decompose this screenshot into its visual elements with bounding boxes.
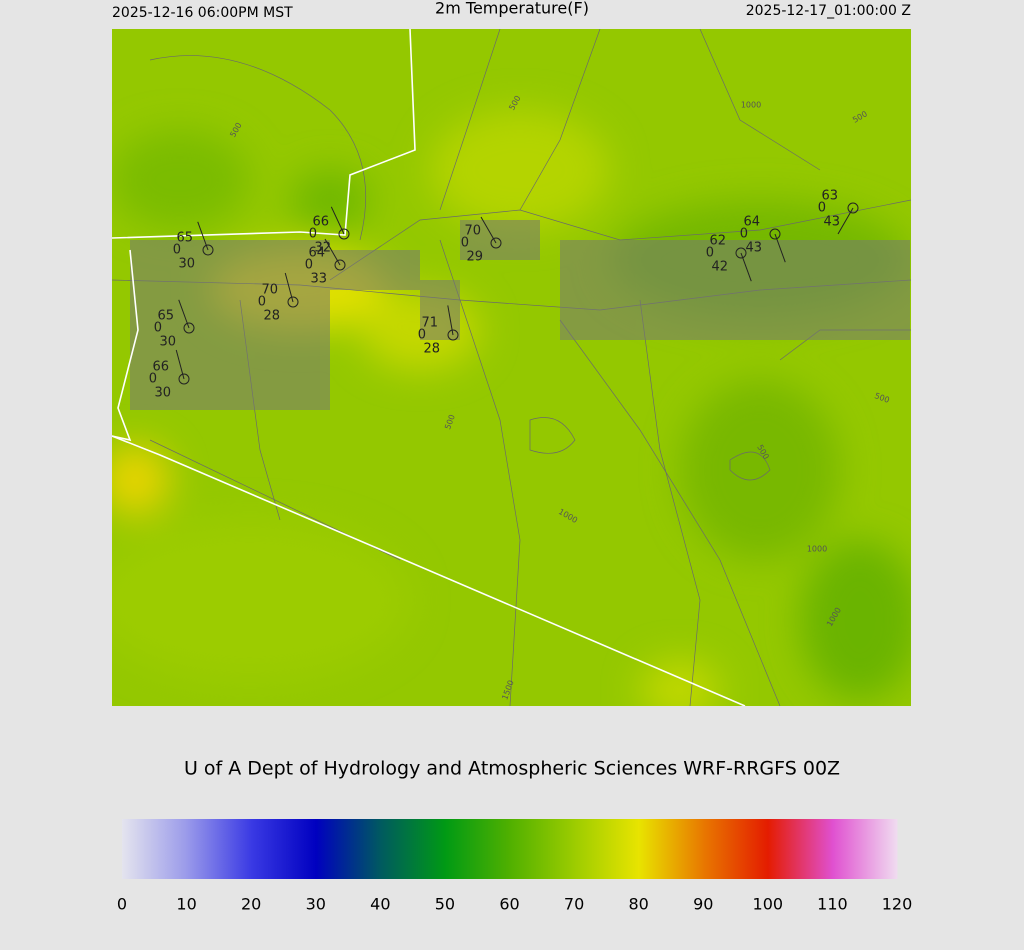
wind-barb <box>197 221 209 251</box>
station-dewpoint: 32 <box>314 241 331 256</box>
colorbar-tick-label: 70 <box>564 895 584 914</box>
colorbar-tick-label: 90 <box>693 895 713 914</box>
station-circle <box>334 259 346 271</box>
station-circle <box>735 247 747 259</box>
station-precip: 0 <box>818 201 826 216</box>
station-dewpoint: 33 <box>310 272 327 287</box>
station-temperature: 71 <box>421 316 438 331</box>
station-dewpoint: 28 <box>263 309 280 324</box>
station-precip: 0 <box>740 227 748 242</box>
colorbar-segment <box>186 819 252 879</box>
map-title: 2m Temperature(F) <box>435 0 589 18</box>
colorbar-segment <box>832 819 898 879</box>
wind-barb <box>447 305 454 336</box>
station-temperature: 65 <box>176 231 193 246</box>
station-circle <box>287 296 299 308</box>
station-circle <box>178 373 190 385</box>
station-temperature: 63 <box>821 189 838 204</box>
credit: U of A Dept of Hydrology and Atmospheric… <box>184 758 840 780</box>
colorbar-tick-label: 30 <box>306 895 326 914</box>
colorbar-tick-label: 40 <box>370 895 390 914</box>
wind-barb <box>837 207 854 235</box>
urban-grid <box>130 220 910 410</box>
station-precip: 0 <box>258 295 266 310</box>
wind-barb <box>284 272 294 303</box>
station-dewpoint: 30 <box>159 335 176 350</box>
colorbar-segment <box>767 819 833 879</box>
colorbar-segment <box>251 819 317 879</box>
wind-barb <box>774 233 786 263</box>
station-temperature: 65 <box>157 309 174 324</box>
station-dewpoint: 43 <box>745 241 762 256</box>
colorbar-segment <box>638 819 704 879</box>
colorbar-segment <box>380 819 446 879</box>
station-temperature: 70 <box>261 283 278 298</box>
station-temperature: 70 <box>464 224 481 239</box>
valid-local-time: 2025-12-16 06:00PM MST <box>112 5 293 21</box>
colorbar-tick-label: 60 <box>499 895 519 914</box>
station-temperature: 66 <box>152 360 169 375</box>
station-temperature: 62 <box>709 234 726 249</box>
station-circle <box>490 237 502 249</box>
station-precip: 0 <box>418 328 426 343</box>
station-dewpoint: 43 <box>823 215 840 230</box>
station-precip: 0 <box>706 246 714 261</box>
station-dewpoint: 29 <box>466 250 483 265</box>
colorbar-tick-label: 110 <box>817 895 848 914</box>
colorbar-tick-label: 120 <box>882 895 913 914</box>
station-dewpoint: 42 <box>711 260 728 275</box>
station-circle <box>183 322 195 334</box>
colorbar-segment <box>703 819 769 879</box>
contour-label: 1000 <box>807 545 827 554</box>
colorbar-tick-label: 50 <box>435 895 455 914</box>
station-precip: 0 <box>305 258 313 273</box>
colorbar-segment <box>509 819 575 879</box>
station-precip: 0 <box>149 372 157 387</box>
colorbar-tick-label: 10 <box>176 895 196 914</box>
contour-label: 1000 <box>741 101 761 110</box>
station-circle <box>847 202 859 214</box>
station-precip: 0 <box>173 243 181 258</box>
colorbar-tick-label: 0 <box>117 895 127 914</box>
valid-utc-time: 2025-12-17_01:00:00 Z <box>746 3 911 19</box>
station-precip: 0 <box>154 321 162 336</box>
colorbar-tick-label: 20 <box>241 895 261 914</box>
station-temperature: 66 <box>312 215 329 230</box>
colorbar-tick-label: 80 <box>628 895 648 914</box>
station-temperature: 64 <box>308 246 325 261</box>
station-dewpoint: 30 <box>178 257 195 272</box>
station-circle <box>447 329 459 341</box>
wind-barb <box>480 216 497 244</box>
wind-barb <box>330 206 345 235</box>
colorbar-segment <box>122 819 188 879</box>
station-dewpoint: 30 <box>154 386 171 401</box>
station-precip: 0 <box>309 227 317 242</box>
wind-barb <box>740 252 752 282</box>
station-circle <box>769 228 781 240</box>
colorbar-segment <box>315 819 381 879</box>
wind-barb <box>175 349 185 380</box>
colorbar-tick-label: 100 <box>753 895 784 914</box>
wind-barb <box>324 238 341 266</box>
wind-barb <box>178 299 190 329</box>
station-temperature: 64 <box>743 215 760 230</box>
colorbar-segment <box>574 819 640 879</box>
boundaries <box>112 29 746 706</box>
station-circle <box>338 228 350 240</box>
station-dewpoint: 28 <box>423 342 440 357</box>
station-circle <box>202 244 214 256</box>
colorbar-segment <box>444 819 510 879</box>
station-precip: 0 <box>461 236 469 251</box>
